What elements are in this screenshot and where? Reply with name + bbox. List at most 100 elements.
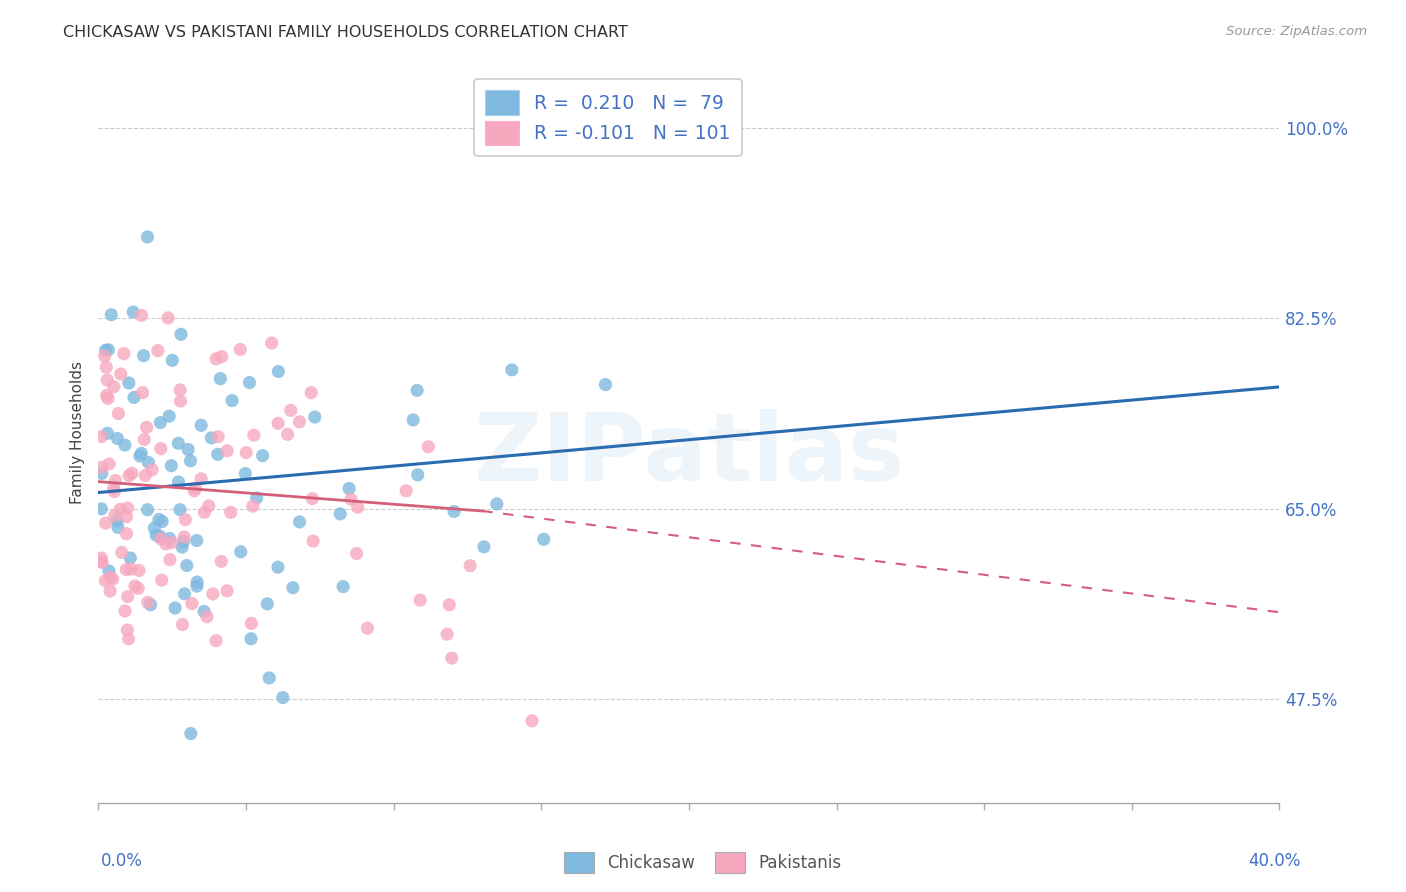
Point <box>110 367 132 381</box>
Point <box>595 377 617 392</box>
Point <box>205 351 228 366</box>
Point <box>149 532 172 546</box>
Point <box>98 584 121 599</box>
Point <box>198 499 221 513</box>
Legend: Chickasaw, Pakistanis: Chickasaw, Pakistanis <box>558 846 848 880</box>
Point <box>91 556 114 570</box>
Point <box>118 468 141 483</box>
Point <box>96 373 118 387</box>
Legend: R =  0.210   N =  79, R = -0.101   N = 101: R = 0.210 N = 79, R = -0.101 N = 101 <box>474 79 741 156</box>
Point <box>267 560 290 574</box>
Point <box>209 371 232 385</box>
Point <box>186 579 208 593</box>
Point <box>115 509 138 524</box>
Point <box>256 597 278 611</box>
Point <box>329 507 352 521</box>
Point <box>111 545 134 559</box>
Point <box>167 436 190 450</box>
Point <box>485 497 508 511</box>
Point <box>267 364 290 378</box>
Point <box>440 651 463 665</box>
Point <box>337 482 360 496</box>
Point <box>149 442 172 456</box>
Point <box>117 590 139 604</box>
Point <box>190 418 212 433</box>
Point <box>190 472 212 486</box>
Point <box>201 587 224 601</box>
Point <box>472 540 495 554</box>
Point <box>346 546 368 560</box>
Point <box>90 555 112 569</box>
Point <box>242 499 264 513</box>
Point <box>267 417 290 431</box>
Point <box>177 442 200 457</box>
Point <box>107 432 129 446</box>
Point <box>180 726 202 740</box>
Text: 40.0%: 40.0% <box>1249 852 1301 870</box>
Point <box>200 431 222 445</box>
Point <box>155 537 177 551</box>
Point <box>131 385 153 400</box>
Point <box>281 581 304 595</box>
Point <box>96 388 118 402</box>
Point <box>117 501 139 516</box>
Point <box>107 407 129 421</box>
Point <box>105 514 128 528</box>
Point <box>98 564 121 578</box>
Point <box>103 380 125 394</box>
Point <box>120 562 142 576</box>
Point <box>114 604 136 618</box>
Point <box>207 430 229 444</box>
Point <box>141 463 163 477</box>
Point <box>195 609 218 624</box>
Point <box>150 573 173 587</box>
Text: 0.0%: 0.0% <box>101 852 143 870</box>
Point <box>246 491 269 505</box>
Point <box>127 582 149 596</box>
Point <box>159 552 181 566</box>
Point <box>501 363 523 377</box>
Point <box>280 403 302 417</box>
Point <box>173 530 195 544</box>
Point <box>170 327 193 342</box>
Point <box>238 376 260 390</box>
Point <box>122 305 145 319</box>
Point <box>93 349 115 363</box>
Point <box>165 601 187 615</box>
Point <box>107 520 129 534</box>
Point <box>260 336 283 351</box>
Point <box>176 558 198 573</box>
Point <box>406 384 429 398</box>
Point <box>160 458 183 473</box>
Point <box>181 597 204 611</box>
Point <box>157 409 180 424</box>
Text: ZIPatlas: ZIPatlas <box>474 409 904 500</box>
Point <box>184 481 207 495</box>
Point <box>346 500 368 515</box>
Point <box>159 532 181 546</box>
Point <box>117 623 139 637</box>
Point <box>90 429 112 443</box>
Point <box>100 308 122 322</box>
Point <box>235 445 257 459</box>
Point <box>138 456 160 470</box>
Point <box>288 515 311 529</box>
Point <box>172 540 194 554</box>
Point <box>304 410 326 425</box>
Point <box>193 605 215 619</box>
Point <box>96 426 118 441</box>
Point <box>122 391 145 405</box>
Point <box>277 427 299 442</box>
Point <box>136 502 159 516</box>
Point <box>229 545 252 559</box>
Point <box>157 310 180 325</box>
Point <box>169 383 191 397</box>
Point <box>90 467 112 481</box>
Point <box>114 438 136 452</box>
Point <box>136 595 159 609</box>
Point <box>103 481 125 495</box>
Point <box>143 521 166 535</box>
Point <box>443 504 465 518</box>
Point <box>128 563 150 577</box>
Point <box>96 360 118 375</box>
